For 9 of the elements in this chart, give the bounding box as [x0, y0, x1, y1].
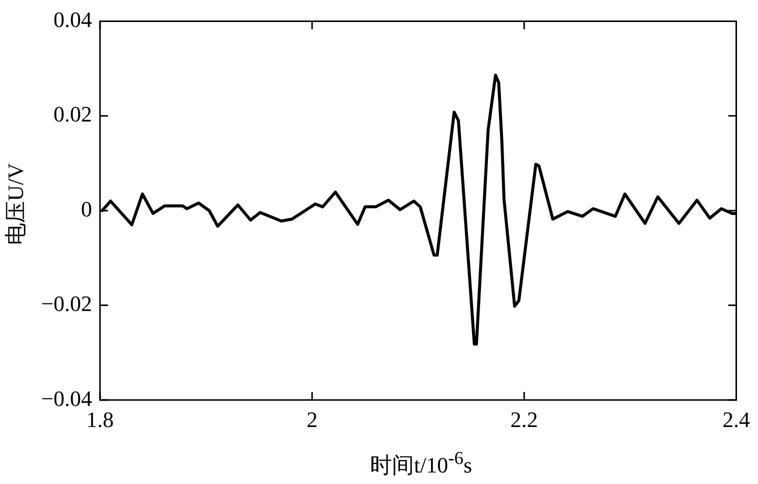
y-tick-label: 0.02: [54, 102, 92, 127]
y-tick-label: 0: [81, 196, 92, 222]
y-tick-label: −0.02: [41, 291, 92, 316]
x-axis-title: 时间t/10$^{-6}$s: [368, 448, 474, 480]
x-tick-label: 2.2: [510, 406, 538, 432]
x-tick-label: 2.4: [722, 406, 750, 432]
y-tick-label: 0.04: [54, 6, 92, 32]
y-axis-title: 电压U/V: [2, 163, 29, 245]
x-tick-label: 2: [306, 406, 318, 432]
